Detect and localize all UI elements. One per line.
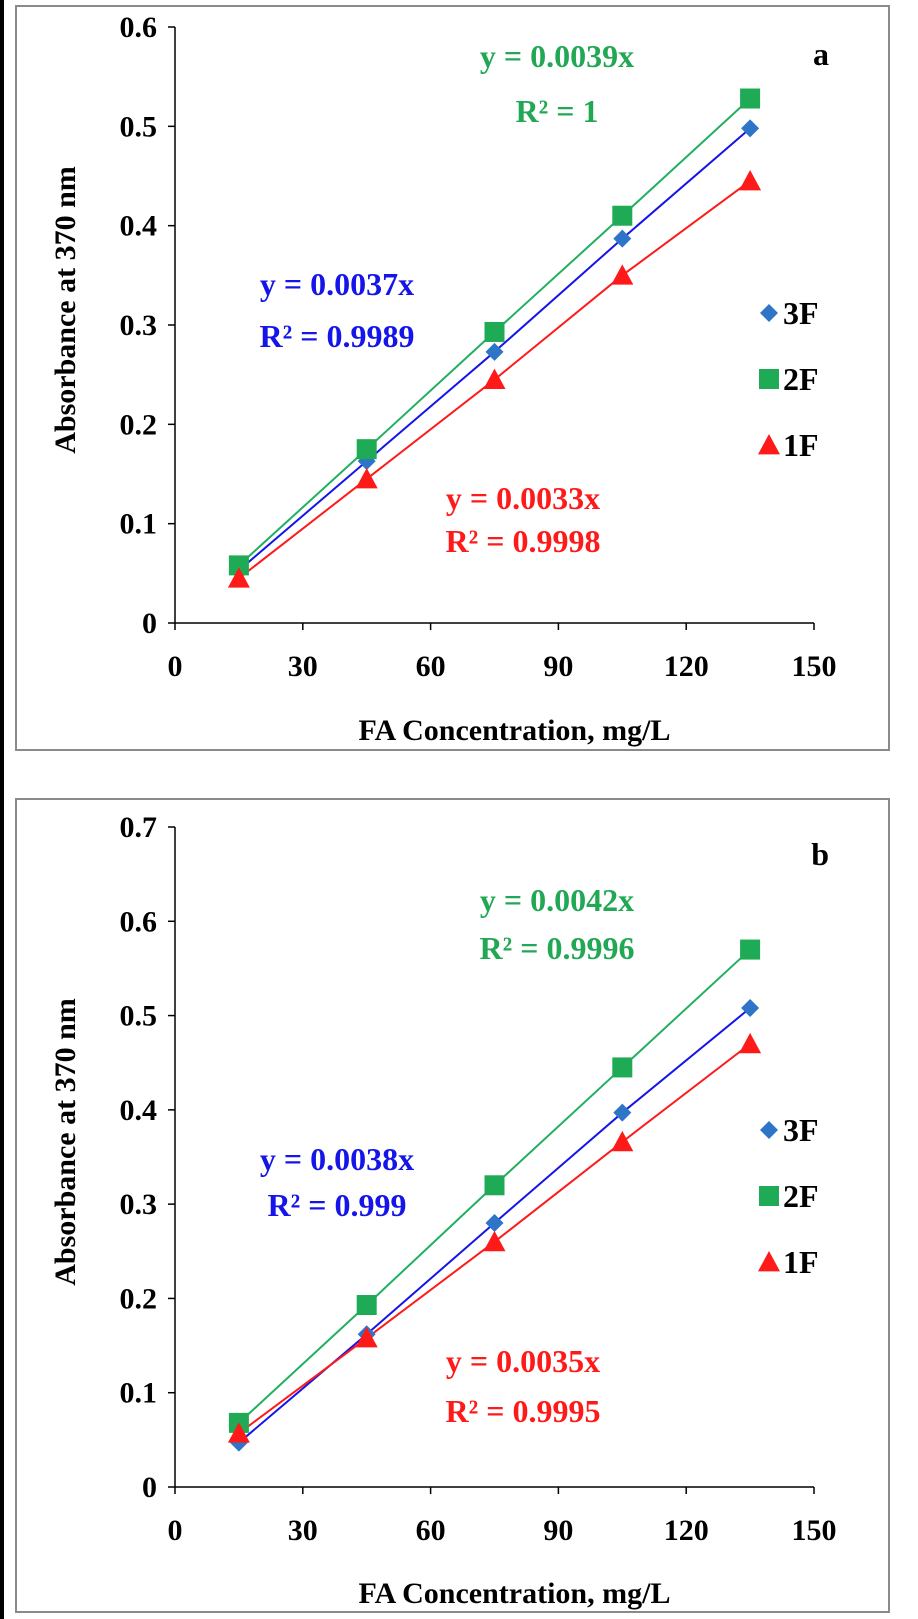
- legend-marker-2F: [759, 1186, 779, 1206]
- legend-marker-2F: [759, 369, 779, 389]
- chart-panel-b: 0 0.1 0.2 0.3 0.4 0.5 0.6 0.7 0 30 60 90 120 150 FA Co…: [15, 798, 890, 1613]
- x-axis-label: FA Concentration, mg/L: [359, 1577, 671, 1610]
- data-point-1F: [227, 567, 250, 588]
- x-tick-label: 120: [664, 1514, 709, 1547]
- y-tick-label: 0.5: [120, 1000, 158, 1033]
- x-axis-label: FA Concentration, mg/L: [359, 714, 671, 747]
- y-tick-label: 0.5: [120, 110, 158, 143]
- data-point-3F: [613, 229, 632, 248]
- r2-2F: R² = 0.9996: [480, 930, 635, 966]
- data-point-1F: [739, 169, 762, 191]
- x-tick-label: 60: [416, 650, 446, 683]
- data-point-2F: [612, 1057, 633, 1078]
- legend-marker-3F: [760, 1121, 778, 1139]
- r2-1F: R² = 0.9995: [446, 1393, 601, 1429]
- equation-1F: y = 0.0033x: [446, 480, 600, 516]
- y-tick-label: 0.1: [120, 508, 158, 541]
- equation-1F: y = 0.0035x: [446, 1343, 600, 1379]
- legend-label-3F: 3F: [783, 295, 819, 331]
- x-tick-label: 0: [168, 1514, 183, 1547]
- x-tick-label: 0: [168, 650, 183, 683]
- legend-label-1F: 1F: [783, 427, 819, 463]
- y-tick-label: 0.6: [120, 11, 158, 44]
- x-tick-label: 150: [792, 1514, 837, 1547]
- x-tick-label: 30: [288, 1514, 318, 1547]
- data-point-2F: [740, 939, 761, 960]
- x-tick-label: 150: [792, 650, 837, 683]
- data-point-1F: [355, 1327, 378, 1348]
- data-point-1F: [483, 1230, 506, 1252]
- y-tick-label: 0.2: [120, 1282, 158, 1315]
- legend-label-1F: 1F: [783, 1244, 819, 1280]
- series-2F: [228, 88, 761, 576]
- data-point-1F: [483, 368, 506, 389]
- legend-label-2F: 2F: [783, 361, 819, 397]
- chart-b-svg: 0 0.1 0.2 0.3 0.4 0.5 0.6 0.7 0 30 60 90 120 150 FA Co…: [49, 811, 837, 1610]
- y-axis-label: Absorbance at 370 nm: [49, 166, 82, 454]
- equation-3F: y = 0.0037x: [260, 266, 414, 302]
- data-point-3F: [741, 119, 760, 138]
- y-tick-label: 0.4: [120, 1094, 158, 1127]
- legend-label-2F: 2F: [783, 1178, 819, 1214]
- r2-1F: R² = 0.9998: [446, 523, 601, 559]
- data-point-2F: [484, 1175, 505, 1196]
- equation-2F: y = 0.0042x: [480, 882, 634, 918]
- data-point-3F: [741, 999, 760, 1018]
- panel-label: a: [813, 36, 829, 72]
- data-point-2F: [228, 555, 249, 576]
- legend-marker-1F: [758, 1251, 780, 1272]
- data-point-2F: [612, 205, 633, 226]
- series-1F: [227, 1032, 762, 1443]
- x-tick-label: 60: [416, 1514, 446, 1547]
- x-tick-label: 120: [664, 650, 709, 683]
- series-2F: [228, 939, 761, 1433]
- r2-3F: R² = 0.999: [268, 1187, 407, 1223]
- r2-2F: R² = 1: [516, 93, 599, 129]
- x-tick-label: 90: [543, 650, 573, 683]
- y-tick-label: 0.4: [120, 210, 158, 243]
- data-point-1F: [611, 1130, 634, 1152]
- x-tick-label: 30: [288, 650, 318, 683]
- data-point-1F: [355, 467, 378, 489]
- y-tick-label: 0: [142, 1471, 157, 1504]
- chart-panel-a: 0 0.1 0.2 0.3 0.4 0.5 0.6 0 30 60 90 120 150 FA Conce…: [15, 5, 890, 751]
- data-point-1F: [611, 264, 634, 285]
- data-point-3F: [613, 1103, 632, 1122]
- equation-2F: y = 0.0039x: [480, 38, 634, 74]
- r2-3F: R² = 0.9989: [260, 318, 415, 354]
- data-point-2F: [356, 1295, 377, 1316]
- data-point-1F: [739, 1032, 762, 1054]
- equation-3F: y = 0.0038x: [260, 1141, 414, 1177]
- y-tick-label: 0.6: [120, 905, 158, 938]
- x-tick-label: 90: [543, 1514, 573, 1547]
- legend-marker-1F: [758, 434, 780, 455]
- data-point-3F: [485, 1214, 504, 1232]
- panel-label: b: [811, 836, 829, 872]
- page-left-rule: [0, 0, 4, 1619]
- legend-label-3F: 3F: [783, 1112, 819, 1148]
- data-point-2F: [356, 439, 377, 460]
- y-tick-label: 0: [142, 607, 157, 640]
- data-point-2F: [484, 321, 505, 342]
- data-point-3F: [485, 342, 504, 361]
- data-point-1F: [227, 1422, 250, 1443]
- y-tick-label: 0.1: [120, 1377, 158, 1410]
- series-1F: [227, 169, 762, 588]
- data-point-2F: [740, 88, 761, 109]
- y-tick-label: 0.3: [120, 309, 158, 342]
- y-tick-label: 0.7: [120, 811, 158, 844]
- legend-marker-3F: [760, 304, 778, 322]
- y-tick-label: 0.2: [120, 408, 158, 441]
- y-axis-label: Absorbance at 370 nm: [49, 998, 82, 1286]
- chart-a-svg: 0 0.1 0.2 0.3 0.4 0.5 0.6 0 30 60 90 120 150 FA Conce…: [49, 11, 837, 747]
- y-tick-label: 0.3: [120, 1188, 158, 1221]
